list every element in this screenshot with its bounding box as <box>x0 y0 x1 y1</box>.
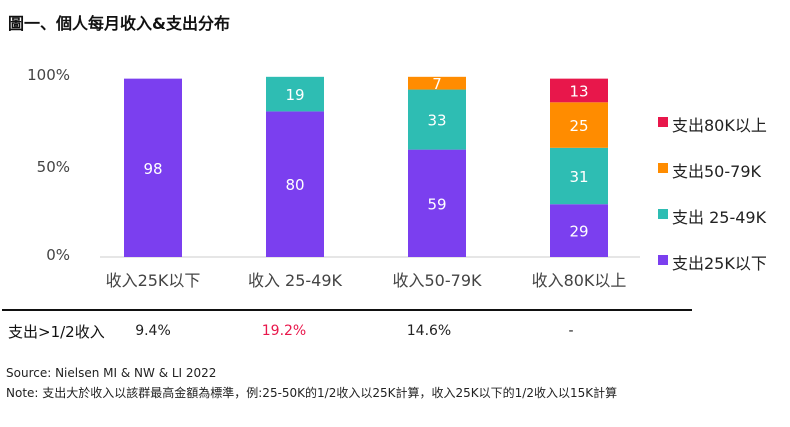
table-value-under-25k: 9.4% <box>135 323 171 339</box>
table-value-80k-plus: - <box>568 323 574 339</box>
legend-swatch <box>658 209 668 219</box>
stacked-bar-chart: 98 收入25K以下 80 19 收入 25-49K 59 33 7 收入50-79K 29 31 2… <box>100 75 640 290</box>
bar-segment <box>124 78 182 257</box>
bar-segment <box>550 204 608 257</box>
bar-segment <box>408 89 466 150</box>
chart-title: 圖一、個人每月收入&支出分布 <box>8 14 230 33</box>
note-text: Note: 支出大於收入以該群最高金額為標準，例:25-50K的1/2收入以25… <box>6 386 618 400</box>
legend-swatch <box>658 117 668 127</box>
data-label: 80 <box>285 176 304 194</box>
data-label: 33 <box>427 112 446 130</box>
bar-segment <box>408 149 466 257</box>
bar-segment <box>266 111 324 258</box>
x-tick-label: 收入 25-49K <box>248 271 343 290</box>
x-tick-label: 收入25K以下 <box>106 271 201 290</box>
bar-segment <box>550 78 608 103</box>
data-label: 31 <box>569 168 588 186</box>
legend-label: 支出 25-49K <box>672 208 767 227</box>
legend-label: 支出80K以上 <box>672 116 767 135</box>
bar-segment <box>550 147 608 205</box>
bar-segment <box>550 102 608 148</box>
bar-segment <box>408 76 466 90</box>
x-tick-label: 收入50-79K <box>393 271 482 290</box>
data-label: 59 <box>427 195 446 213</box>
plot-area: 98 收入25K以下 80 19 收入 25-49K 59 33 7 收入50-79K 29 31 2… <box>100 75 640 290</box>
x-tick-label: 收入80K以上 <box>532 271 627 290</box>
y-tick-100: 100% <box>27 66 70 84</box>
table-row-label: 支出>1/2收入 <box>8 323 105 341</box>
legend-label: 支出50-79K <box>672 162 761 181</box>
data-label: 98 <box>143 160 162 178</box>
bar-segment <box>266 76 324 112</box>
y-tick-0: 0% <box>46 246 70 264</box>
legend-label: 支出25K以下 <box>672 254 767 273</box>
data-label: 19 <box>285 86 304 104</box>
legend-swatch <box>658 163 668 173</box>
data-label: 25 <box>569 117 588 135</box>
y-tick-50: 50% <box>36 158 70 176</box>
table-value-50-79k: 14.6% <box>406 323 452 339</box>
data-label: 29 <box>569 223 588 241</box>
table-value-25-49k: 19.2% <box>261 323 307 339</box>
data-label: 13 <box>569 82 588 100</box>
source-text: Source: Nielsen MI & NW & LI 2022 <box>6 366 217 380</box>
legend-swatch <box>658 255 668 265</box>
data-label: 7 <box>432 75 442 93</box>
table-divider <box>2 309 692 311</box>
